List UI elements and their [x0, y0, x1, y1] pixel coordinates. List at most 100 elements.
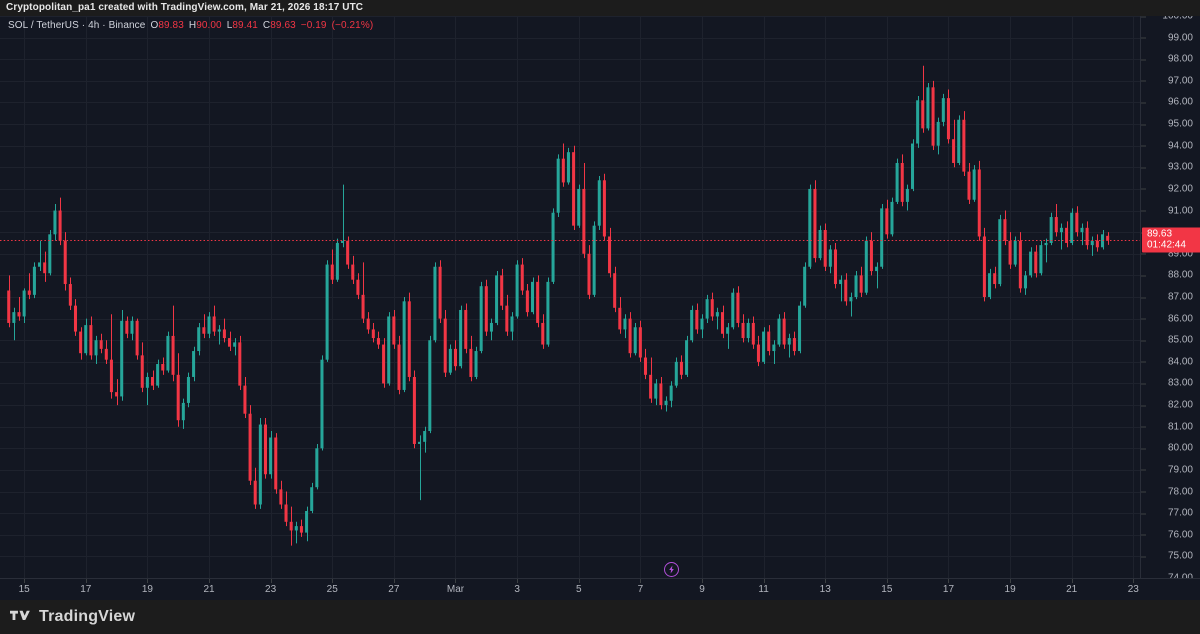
- price-axis-tick: 94.00: [1141, 140, 1199, 151]
- time-axis-tick: 9: [699, 584, 705, 595]
- price-axis-tick: 96.00: [1141, 97, 1199, 108]
- time-tick-mark: [887, 579, 888, 583]
- time-axis-tick: 3: [514, 584, 520, 595]
- time-tick-mark: [86, 579, 87, 583]
- legend-close-value: 89.63: [270, 20, 296, 31]
- price-axis-tick: 79.00: [1141, 464, 1199, 475]
- footer-bar: TradingView: [0, 600, 1200, 634]
- price-tick-mark: [1141, 210, 1146, 212]
- time-tick-mark: [24, 579, 25, 583]
- price-axis-tick: 81.00: [1141, 421, 1199, 432]
- time-tick-mark: [1133, 579, 1134, 583]
- grid-lines: [0, 16, 1140, 578]
- lightning-bolt-icon[interactable]: [663, 562, 679, 577]
- price-tick-mark: [1141, 556, 1146, 558]
- symbol-legend[interactable]: SOL / TetherUS · 4h · Binance O89.83 H90.0…: [8, 20, 374, 31]
- candle-series: [7, 65, 1110, 546]
- time-axis[interactable]: 15 17 19 21 23 25 27 Mar 3 5 7 9 11 13 15 17 19 21 23: [0, 578, 1200, 600]
- time-axis-tick: 5: [575, 584, 582, 595]
- time-tick-mark: [332, 579, 333, 583]
- chart-plot-area[interactable]: [0, 16, 1140, 578]
- chart-frame: SOL / TetherUS · 4h · Binance O89.83 H90.0…: [0, 16, 1200, 600]
- time-axis-tick: 19: [141, 584, 153, 595]
- price-axis-tick: 78.00: [1141, 486, 1199, 497]
- price-tick-mark: [1141, 513, 1146, 515]
- current-price-value: 89.63: [1147, 228, 1173, 240]
- price-tick-mark: [1141, 383, 1146, 385]
- price-axis-tick: 92.00: [1141, 183, 1199, 194]
- time-axis-tick: 23: [265, 584, 277, 595]
- time-axis-tick: 21: [1066, 584, 1078, 595]
- bar-countdown: 01:42:44: [1147, 239, 1186, 251]
- time-axis-tick: 13: [819, 584, 831, 595]
- time-axis-tick: 21: [203, 584, 215, 595]
- price-tick-mark: [1141, 426, 1146, 428]
- price-tick-mark: [1141, 80, 1146, 82]
- price-tick-mark: [1141, 124, 1146, 126]
- price-tick-mark: [1141, 448, 1146, 450]
- attribution-text: Cryptopolitan_pa1 created with TradingVi…: [0, 0, 1200, 16]
- time-axis-tick: 11: [758, 584, 769, 595]
- legend-change-percent: (−0.21%): [331, 20, 374, 31]
- legend-open-value: 89.83: [158, 20, 184, 31]
- legend-low-label: L: [226, 20, 233, 31]
- legend-open-label: O: [150, 20, 159, 31]
- price-axis-tick: 83.00: [1141, 378, 1199, 389]
- time-axis-tick: 17: [942, 584, 955, 595]
- time-tick-mark: [825, 579, 826, 583]
- price-axis-tick: 80.00: [1141, 443, 1199, 454]
- price-axis-tick: 84.00: [1141, 356, 1199, 367]
- price-tick-mark: [1141, 491, 1146, 493]
- price-tick-mark: [1141, 167, 1146, 169]
- price-tick-mark: [1141, 340, 1146, 342]
- legend-low-value: 89.41: [232, 20, 258, 31]
- price-tick-mark: [1141, 361, 1146, 363]
- price-axis-tick: 85.00: [1141, 335, 1199, 346]
- time-tick-mark: [209, 579, 210, 583]
- time-tick-mark: [948, 579, 949, 583]
- time-axis-tick: 15: [18, 584, 30, 595]
- price-axis-tick: 86.00: [1141, 313, 1199, 324]
- price-axis-tick: 75.00: [1141, 551, 1199, 562]
- price-tick-mark: [1141, 188, 1146, 190]
- time-axis-tick: 7: [637, 584, 644, 595]
- price-tick-mark: [1141, 37, 1146, 39]
- legend-change: −0.19: [300, 20, 327, 31]
- price-tick-mark: [1141, 405, 1146, 407]
- time-tick-mark: [1072, 579, 1073, 583]
- current-price-badge: 89.63 01:42:44: [1142, 227, 1200, 253]
- price-tick-mark: [1141, 275, 1146, 277]
- price-axis-tick: 100.00: [1141, 16, 1199, 22]
- time-tick-mark: [1010, 579, 1011, 583]
- time-tick-mark: [271, 579, 272, 583]
- time-tick-mark: [579, 579, 580, 583]
- price-tick-mark: [1141, 318, 1146, 320]
- price-tick-mark: [1141, 534, 1146, 536]
- time-tick-mark: [640, 579, 641, 583]
- price-axis-tick: 97.00: [1141, 75, 1199, 86]
- legend-symbol[interactable]: SOL / TetherUS: [8, 20, 79, 31]
- legend-exchange[interactable]: Binance: [108, 20, 146, 31]
- price-axis[interactable]: 89.63 01:42:44 100.00 99.00 98.00 97.00 96.0…: [1140, 16, 1200, 584]
- time-tick-mark: [455, 579, 456, 583]
- time-axis-tick: 15: [881, 584, 893, 595]
- time-tick-mark: [764, 579, 765, 583]
- time-axis-tick: 23: [1127, 584, 1139, 595]
- time-tick-mark: [702, 579, 703, 583]
- tradingview-logo-icon: [10, 610, 30, 620]
- price-tick-mark: [1141, 253, 1146, 255]
- time-axis-tick: Mar: [446, 584, 465, 595]
- price-axis-tick: 77.00: [1141, 508, 1199, 519]
- price-axis-tick: 95.00: [1141, 119, 1199, 130]
- candlestick-svg: [0, 16, 1140, 578]
- price-tick-mark: [1141, 297, 1146, 298]
- price-axis-tick: 98.00: [1141, 54, 1199, 65]
- price-tick-mark: [1141, 469, 1146, 471]
- legend-close-label: C: [262, 20, 271, 31]
- time-axis-tick: 27: [388, 584, 400, 595]
- legend-high-value: 90.00: [196, 20, 222, 31]
- price-axis-tick: 89.00: [1141, 248, 1199, 259]
- legend-interval[interactable]: 4h: [88, 20, 100, 31]
- price-axis-tick: 99.00: [1141, 32, 1199, 43]
- price-tick-mark: [1141, 145, 1146, 147]
